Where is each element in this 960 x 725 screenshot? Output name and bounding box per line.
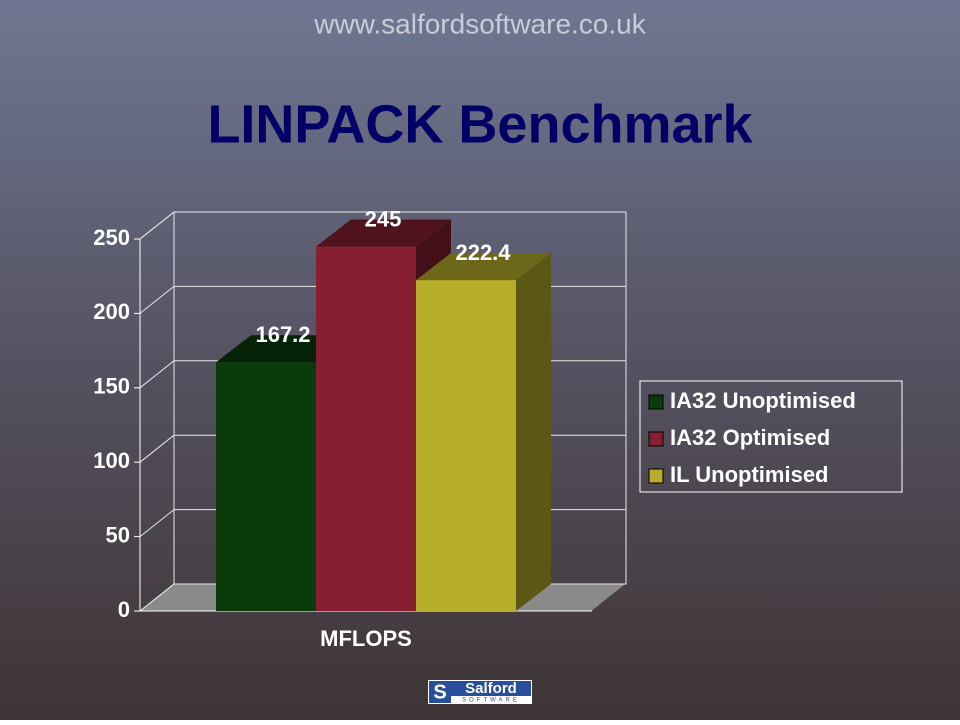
grid-line-side: [139, 434, 175, 463]
grid-line-side: [139, 509, 175, 537]
legend-swatch: [648, 468, 664, 484]
legend-swatch: [648, 394, 664, 410]
logo-icon-letter: S: [433, 681, 446, 703]
y-tick-label: 200: [93, 299, 130, 324]
logo-band: [451, 681, 531, 696]
legend-label: IL Unoptimised: [670, 462, 829, 487]
data-label: 167.2: [255, 322, 310, 347]
bar-front: [316, 246, 416, 611]
site-url: www.salfordsoftware.co.uk: [313, 8, 646, 39]
bar-front: [416, 280, 516, 611]
y-tick-label: 150: [93, 374, 130, 399]
logo: S Salford SOFTWARE: [428, 680, 532, 704]
y-tick-label: 0: [118, 597, 130, 622]
logo-name: Salford: [465, 680, 517, 697]
legend-swatch: [648, 431, 664, 447]
logo-icon: [429, 681, 451, 703]
bar-side: [516, 253, 551, 612]
chart-title: LINPACK Benchmark: [207, 94, 753, 154]
legend-label: IA32 Optimised: [670, 425, 830, 450]
bar-top: [416, 253, 551, 281]
logo-tagline: SOFTWARE: [462, 698, 520, 704]
chart: 0 50 100 150 200 250 MFLOPS 167.2 245 222.4 IA32 U…: [93, 206, 903, 651]
grid-line-side: [139, 360, 175, 389]
x-tick-label: MFLOPS: [320, 626, 412, 651]
y-tick-label: 250: [93, 225, 130, 250]
data-label: 245: [365, 206, 402, 231]
grid-line-side: [139, 211, 175, 240]
y-tick-label: 100: [93, 448, 130, 473]
legend-box: [639, 380, 903, 493]
legend-label: IA32 Unoptimised: [670, 388, 856, 413]
data-label: 222.4: [455, 240, 511, 265]
bar-front: [216, 362, 316, 611]
grid-line-side: [139, 583, 175, 612]
grid-line-side: [139, 286, 175, 314]
y-tick-label: 50: [106, 522, 130, 547]
bar-top: [316, 219, 451, 247]
